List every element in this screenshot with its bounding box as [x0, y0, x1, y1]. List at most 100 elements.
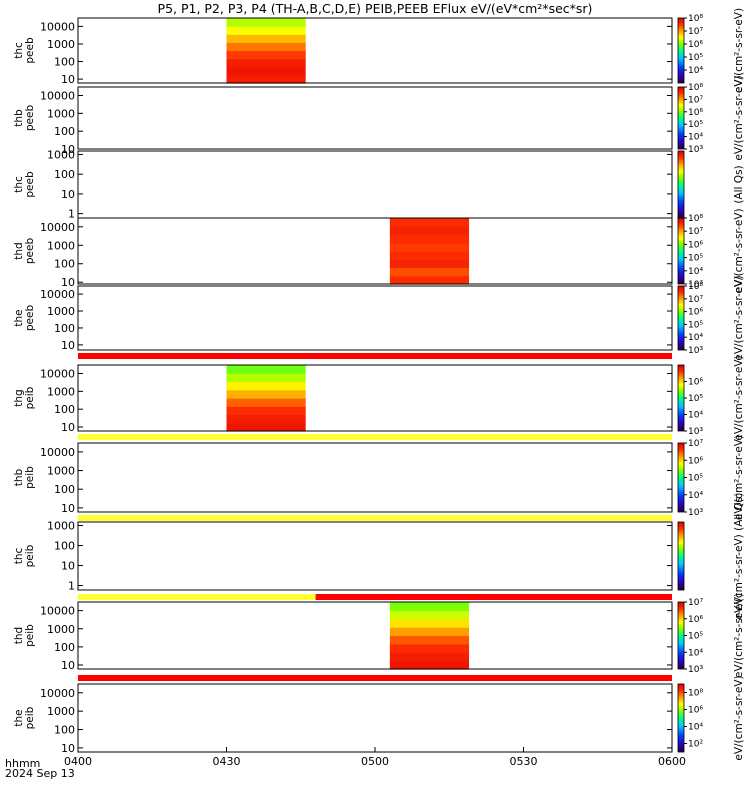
spectrogram-cell — [389, 218, 470, 227]
panel-frame — [77, 86, 673, 150]
x-axis: hhmm 2024 Sep 13 0400 0430 0500 0530 0600 — [5, 747, 686, 780]
spectrogram-panel: 10 100 1000 10000 thg peib 10³ 10⁴ 10⁵ 10⁶ eV/(cm²… — [13, 355, 745, 440]
colorbar-unit-label: (All Qs) — [733, 165, 745, 203]
colorbar-tick-label: 10⁴ — [688, 267, 703, 277]
y-tick-label: 10000 — [40, 20, 75, 33]
colorbar — [677, 285, 685, 351]
colorbar-tick-label: 10⁸ — [688, 14, 703, 24]
colorbar-tick-label: 10⁴ — [688, 723, 703, 733]
colorbar-tick-label: 10³ — [688, 665, 703, 675]
colorbar — [677, 521, 685, 591]
spectrogram-cell — [389, 610, 470, 620]
y-tick-label: 1 — [68, 208, 75, 221]
y-tick-label: 100 — [54, 168, 75, 181]
flag-bar-segment — [78, 594, 316, 600]
flag-bar-segment — [78, 515, 672, 521]
colorbar-tick-label: 10⁸ — [688, 282, 703, 292]
colorbar-tick-label: 10⁶ — [688, 40, 703, 50]
colorbar-unit-label: eV/(cm²-s-sr-eV) — [733, 675, 745, 760]
y-tick-label: 10 — [61, 143, 75, 156]
colorbar-tick-label: 10⁷ — [688, 227, 703, 237]
y-tick-label: 1 — [68, 580, 75, 593]
colorbar-tick-label: 10⁵ — [688, 394, 703, 404]
y-tick-label: 10000 — [40, 288, 75, 301]
y-tick-label: 10 — [61, 188, 75, 201]
y-tick-label: 1000 — [47, 465, 75, 478]
spectrogram-cell — [226, 74, 306, 84]
colorbar-tick-label: 10⁷ — [688, 295, 703, 305]
panel-ylabel: peib — [24, 706, 36, 729]
panel-ylabel: thb — [13, 468, 25, 486]
y-tick-label: 10000 — [40, 687, 75, 700]
colorbar-unit-label: eV/(cm²-s-sr-eV) — [733, 75, 745, 160]
y-tick-label: 10 — [61, 73, 75, 86]
y-tick-label: 100 — [54, 258, 75, 271]
panels-layer: 10 100 1000 10000 thc peeb 10⁴ 10⁵ 10⁶ 10⁷ 10⁸ eV/(… — [13, 8, 745, 761]
colorbar-unit-label: eV/(cm²-s-sr-eV) (All Qs) — [733, 493, 745, 620]
colorbar-tick-label: 10⁴ — [688, 491, 703, 501]
panel-ylabel: peeb — [24, 305, 36, 332]
flag-bar-segment — [78, 353, 672, 359]
panel-ylabel: the — [13, 309, 25, 326]
spectrogram-cell — [389, 635, 470, 645]
panel-ylabel: peib — [24, 466, 36, 489]
y-tick-label: 100 — [54, 403, 75, 416]
colorbar — [677, 601, 685, 670]
panel-ylabel: peeb — [24, 171, 36, 198]
y-tick-label: 1000 — [47, 239, 75, 252]
spectrogram-cell — [389, 242, 470, 252]
x-tick-label: 0530 — [510, 755, 538, 768]
spectrogram-cell — [226, 42, 306, 52]
x-tick-label: 0500 — [361, 755, 389, 768]
y-tick-label: 100 — [54, 125, 75, 138]
colorbar-tick-label: 10⁶ — [688, 706, 703, 716]
spectrogram-cell — [389, 267, 470, 277]
y-tick-label: 1000 — [47, 107, 75, 120]
colorbar-tick-label: 10⁴ — [688, 133, 703, 143]
colorbar-unit-label: eV/(cm²-s-sr-eV) — [733, 8, 745, 93]
panel-frame — [77, 601, 673, 670]
y-tick-label: 100 — [54, 724, 75, 737]
colorbar — [677, 150, 685, 219]
y-tick-label: 100 — [54, 56, 75, 69]
colorbar-tick-label: 10⁷ — [688, 95, 703, 105]
y-tick-label: 1000 — [47, 705, 75, 718]
spectrogram-cell — [226, 66, 306, 76]
spectrogram-panel: 10 100 1000 10000 the peib 10² 10⁴ 10⁶ 10⁸ eV/(cm²… — [13, 675, 745, 760]
spectrogram-cell — [389, 660, 470, 670]
panel-ylabel: peib — [24, 544, 36, 567]
y-tick-label: 100 — [54, 641, 75, 654]
colorbar-tick-label: 10⁴ — [688, 66, 703, 76]
x-tick-label: 0400 — [64, 755, 92, 768]
panel-ylabel: thd — [13, 242, 25, 259]
colorbar — [677, 17, 685, 84]
panel-ylabel: peeb — [24, 105, 36, 132]
panel-ylabel: thc — [13, 548, 25, 565]
flag-bar-segment — [78, 675, 672, 681]
colorbar-unit-label: eV/(cm²-s-sr-eV) — [733, 435, 745, 520]
colorbar-tick-label: 10⁶ — [688, 240, 703, 250]
x-tick-label: 0600 — [658, 755, 686, 768]
x-corner-label: hhmm — [5, 757, 40, 770]
colorbar — [677, 364, 685, 432]
colorbar-unit-label: eV/(cm²-s-sr-eV) — [733, 593, 745, 678]
spectrogram-cell — [389, 618, 470, 628]
spectrogram-cell — [226, 414, 306, 424]
colorbar-tick-label: 10⁶ — [688, 378, 703, 388]
colorbar-tick-label: 10³ — [688, 508, 703, 518]
y-tick-label: 100 — [54, 483, 75, 496]
spectrogram-panel: 10 100 1000 10000 the peeb 10³ 10⁴ 10⁵ 10⁶ 10⁷ 10⁸ e… — [13, 275, 745, 360]
colorbar-tick-label: 10⁴ — [688, 333, 703, 343]
x-tick-label: 0430 — [213, 755, 241, 768]
spectrogram-cell — [226, 389, 306, 399]
panel-ylabel: thd — [13, 627, 25, 644]
y-tick-label: 1000 — [47, 385, 75, 398]
colorbar-tick-label: 10⁵ — [688, 474, 703, 484]
y-tick-label: 10 — [61, 421, 75, 434]
spectrogram-cell — [226, 34, 306, 43]
colorbar-tick-label: 10³ — [688, 145, 703, 155]
panel-ylabel: thg — [13, 389, 25, 406]
panel-ylabel: peeb — [24, 238, 36, 265]
colorbar-tick-label: 10⁸ — [688, 689, 703, 699]
